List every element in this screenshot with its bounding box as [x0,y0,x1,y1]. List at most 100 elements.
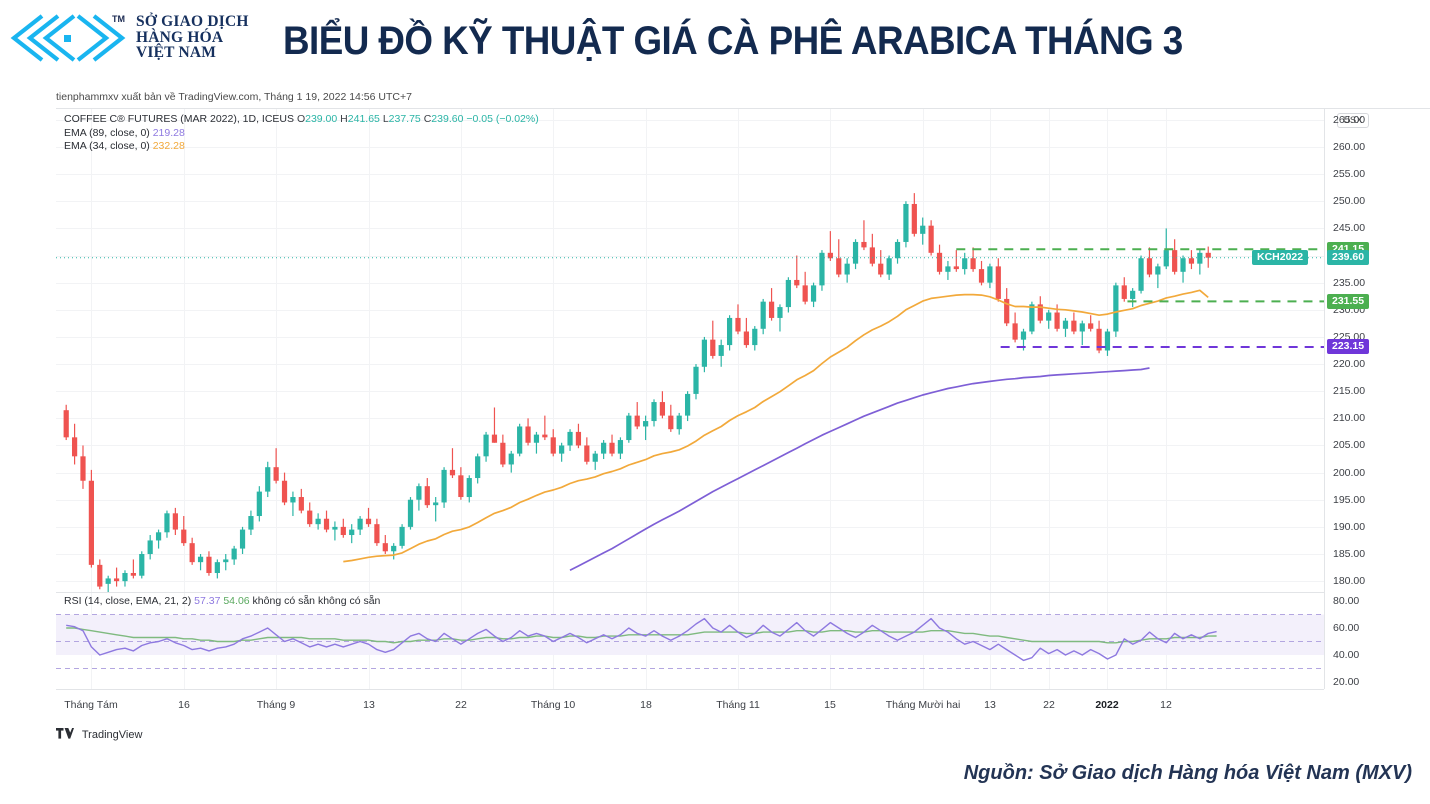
gridline-horizontal [56,147,1324,148]
legend-row-ema34: EMA (34, close, 0) 232.28 [64,140,539,154]
price-legend: COFFEE C® FUTURES (MAR 2022), 1D, ICEUS … [64,113,539,154]
legend-c-value: 239.60 [431,113,464,125]
current-price-tag: KCH2022 [1252,250,1309,266]
logo-line-2: HÀNG HÓA [136,28,224,46]
time-tick: Tháng 10 [530,699,576,711]
gridline-vertical [923,109,924,592]
legend-change: −0.05 (−0.02%) [466,113,539,125]
time-tick: Tháng 11 [716,699,760,711]
gridline-vertical [184,109,185,592]
rsi-tick: 60.00 [1333,622,1360,635]
price-badge: 231.55 [1327,293,1370,309]
gridline-horizontal [56,500,1324,501]
publish-attribution: tienphammxv xuất bản về TradingView.com,… [56,91,412,103]
rsi-tick: 80.00 [1333,595,1360,608]
gridline-vertical [369,109,370,592]
legend-c-label: C [423,113,432,125]
price-tick: 180.00 [1333,575,1366,588]
gridline-horizontal [56,228,1324,229]
ema34-value: 232.28 [152,140,185,152]
page-title: BIỂU ĐỒ KỸ THUẬT GIÁ CÀ PHÊ ARABICA THÁN… [283,19,1183,63]
legend-l-value: 237.75 [388,113,421,125]
rsi-na-2: không có sẵn [317,595,381,607]
price-tick: 225.00 [1333,330,1366,343]
trademark-mark: TM [112,14,125,24]
gridline-horizontal [56,554,1324,555]
legend-row-ema89: EMA (89, close, 0) 219.28 [64,127,539,141]
price-tick: 250.00 [1333,195,1366,208]
rsi-pane[interactable]: RSI (14, close, EMA, 21, 2) 57.37 54.06 … [56,592,1324,690]
gridline-horizontal [56,120,1324,121]
time-tick: 22 [1043,699,1055,711]
time-tick: 2022 [1095,699,1119,711]
price-tick: 200.00 [1333,466,1366,479]
gridline-horizontal [56,201,1324,202]
gridline-vertical [990,109,991,592]
rsi-value: 57.37 [194,595,221,607]
rsi-series [56,614,1324,669]
gridline-horizontal [56,581,1324,582]
gridline-vertical [276,109,277,592]
legend-row-symbol: COFFEE C® FUTURES (MAR 2022), 1D, ICEUS … [64,113,539,127]
gridline-horizontal [56,174,1324,175]
ema34-label: EMA (34, close, 0) [64,140,150,152]
time-tick: 15 [824,699,836,711]
unit-badge: USX [1337,113,1369,128]
ema89-label: EMA (89, close, 0) [64,126,150,139]
gridline-horizontal [56,418,1324,419]
time-tick: Tháng Mười hai [885,699,961,711]
gridline-horizontal [56,337,1324,338]
tradingview-label: TradingView [81,729,143,741]
price-tick: 190.00 [1333,520,1366,533]
price-tick: 230.00 [1333,303,1366,316]
rsi-label: RSI (14, close, EMA, 21, 2) [64,595,192,607]
rsi-tick: 40.00 [1333,648,1360,661]
candlestick-series [56,193,1324,592]
rsi-na-1: không có sẵn [252,595,316,607]
gridline-horizontal [56,256,1324,257]
legend-o-value: 239.00 [305,113,338,125]
time-tick: 13 [363,699,375,711]
price-tick: 260.00 [1333,140,1366,153]
rsi-legend: RSI (14, close, EMA, 21, 2) 57.37 54.06 … [64,595,380,607]
price-tick: 185.00 [1333,548,1366,560]
legend-h-value: 241.65 [347,113,380,125]
gridline-horizontal [56,364,1324,365]
gridline-horizontal [56,527,1324,528]
logo-line-3: VIỆT NAM [136,44,217,61]
time-tick: 22 [455,699,467,711]
time-tick: Tháng Tám [64,699,118,711]
gridline-horizontal [56,391,1324,392]
price-tick: 220.00 [1333,358,1366,371]
price-tick: 255.00 [1333,168,1366,181]
price-badge: 239.60 [1327,250,1370,266]
legend-o-label: O [296,113,306,125]
mxv-logo-text: SỞ GIAO DỊCH HÀNG HÓA VIỆT NAM [136,14,256,61]
time-axis[interactable]: Tháng Tám 16 Tháng 9 13 22 Tháng 10 18 Tháng 11… [56,689,1324,722]
price-tick: 235.00 [1333,276,1366,289]
time-tick: Tháng 9 [256,699,296,711]
legend-h-label: H [340,113,348,125]
price-badge: 223.15 [1327,339,1370,355]
price-tick: 265.00 [1333,113,1366,126]
gridline-vertical [830,109,831,592]
legend-symbol: COFFEE C® FUTURES (MAR 2022), 1D, ICEUS [64,113,295,125]
ema89-value: 219.28 [152,126,185,139]
gridline-horizontal [56,473,1324,474]
tradingview-chart[interactable]: COFFEE C® FUTURES (MAR 2022), 1D, ICEUS … [56,108,1430,721]
gridline-horizontal [56,283,1324,284]
gridline-vertical [91,109,92,592]
legend-l-label: L [382,113,389,125]
price-axis[interactable]: USX 265.00 260.00 255.00 250.00 245.00 235.00… [1324,109,1430,689]
tradingview-footer[interactable]: TradingView [56,728,142,744]
price-pane[interactable]: COFFEE C® FUTURES (MAR 2022), 1D, ICEUS … [56,109,1324,592]
price-tick: 205.00 [1333,439,1366,452]
gridline-vertical [1049,109,1050,592]
gridline-vertical [553,109,554,592]
rsi-tick: 20.00 [1333,675,1360,688]
price-tick: 195.00 [1333,493,1366,506]
rsi-ema-value: 54.06 [223,595,250,607]
tradingview-logo-icon [56,728,74,742]
gridline-vertical [1166,109,1167,592]
price-tick: 245.00 [1333,222,1366,235]
